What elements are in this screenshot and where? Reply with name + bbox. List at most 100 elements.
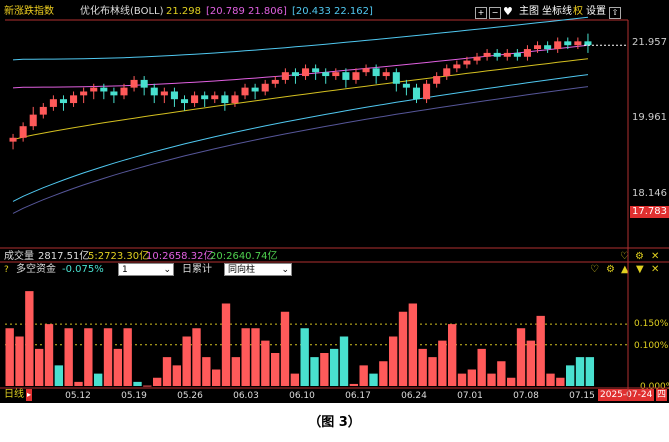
fund-bar bbox=[448, 324, 457, 386]
fund-up-icon[interactable]: ▲ bbox=[621, 264, 629, 275]
fund-bar bbox=[54, 365, 64, 386]
candle-body bbox=[110, 91, 118, 96]
period-daily-tab[interactable]: 日线 bbox=[4, 389, 24, 400]
indicator-lower-b: 22.162] bbox=[334, 6, 373, 17]
figure-caption: （图 3） bbox=[308, 415, 361, 430]
boll-lower-line bbox=[12, 74, 589, 202]
fund-bar bbox=[487, 373, 496, 386]
candle-body bbox=[231, 95, 239, 104]
candle-body bbox=[80, 91, 88, 96]
fund-bar bbox=[349, 383, 359, 386]
candle-body bbox=[372, 68, 380, 77]
x-tick-label: 06.10 bbox=[289, 391, 315, 401]
weekday-label: 四 bbox=[656, 389, 668, 401]
price-tick-mid: 19.961 bbox=[632, 112, 667, 123]
main-chart-button[interactable]: 主图 bbox=[519, 6, 539, 17]
candle-body bbox=[302, 68, 310, 77]
volume-ma5: 5:2723.30亿 bbox=[88, 251, 150, 262]
candle-body bbox=[221, 95, 229, 104]
fund-bar bbox=[202, 357, 211, 386]
rights-button[interactable]: 权 bbox=[573, 6, 583, 17]
x-tick-label: 06.03 bbox=[233, 391, 259, 401]
fund-bar bbox=[556, 377, 565, 386]
fund-bar bbox=[359, 365, 368, 386]
fund-bar bbox=[457, 373, 467, 386]
fund-down-icon[interactable]: ▼ bbox=[636, 264, 644, 275]
x-tick-label: 07.08 bbox=[513, 391, 539, 401]
volume-close-icon[interactable]: ✕ bbox=[651, 251, 660, 262]
candle-body bbox=[352, 72, 360, 80]
coord-line-button[interactable]: 坐标线 bbox=[542, 6, 572, 17]
candle-body bbox=[443, 68, 451, 77]
volume-gear-icon[interactable]: ⚙ bbox=[635, 251, 644, 262]
candle-body bbox=[150, 87, 158, 96]
fund-bar bbox=[507, 377, 516, 386]
candle-body bbox=[332, 72, 340, 77]
fund-bar bbox=[398, 311, 408, 386]
candle-body bbox=[201, 95, 209, 100]
fund-bar bbox=[15, 336, 24, 386]
candle-body bbox=[342, 72, 350, 80]
fund-heart-icon[interactable]: ♡ bbox=[590, 264, 599, 275]
heart-icon[interactable]: ♥ bbox=[503, 5, 513, 18]
x-tick-label: 06.24 bbox=[401, 391, 427, 401]
minus-icon[interactable]: − bbox=[489, 7, 501, 19]
candle-body bbox=[211, 95, 219, 100]
fund-bar bbox=[310, 357, 319, 386]
bar-mode-select[interactable]: 同向柱 ⌄ bbox=[224, 263, 292, 276]
fund-bar bbox=[330, 348, 339, 386]
fund-bar bbox=[5, 328, 14, 386]
fund-bar bbox=[84, 328, 93, 386]
fund-bar bbox=[339, 336, 349, 386]
fund-bar bbox=[35, 348, 44, 386]
candle-body bbox=[483, 52, 491, 57]
settings-button[interactable]: 设置 bbox=[586, 6, 606, 17]
candle-body bbox=[382, 72, 390, 77]
fund-tick-150: 0.150% bbox=[634, 319, 669, 329]
fund-bar bbox=[113, 348, 123, 386]
fund-bar bbox=[261, 340, 270, 386]
candle-body bbox=[402, 83, 410, 88]
indicator-lower-a: [20.433 bbox=[292, 6, 331, 17]
fund-bar bbox=[516, 328, 526, 386]
volume-heart-icon[interactable]: ♡ bbox=[620, 251, 629, 262]
candle-body bbox=[412, 87, 421, 100]
x-tick-label: 06.17 bbox=[345, 391, 371, 401]
indicator-name[interactable]: 优化布林线(BOLL) bbox=[80, 6, 164, 17]
indicator-mid: 21.298 bbox=[166, 6, 201, 17]
fund-bar bbox=[566, 365, 575, 386]
period-arrow-icon[interactable]: ▸ bbox=[26, 389, 33, 401]
fund-close-icon[interactable]: ✕ bbox=[651, 264, 660, 275]
x-tick-label: 07.01 bbox=[457, 391, 483, 401]
fund-bar bbox=[526, 340, 536, 386]
chevron-down-icon: ⌄ bbox=[163, 265, 171, 275]
fund-bar bbox=[408, 303, 418, 386]
candle-body bbox=[392, 72, 400, 84]
candle-body bbox=[322, 72, 330, 77]
candle-body bbox=[49, 99, 57, 107]
fund-bar bbox=[123, 328, 132, 386]
fund-bar bbox=[369, 373, 378, 386]
period-select-value: 1 bbox=[122, 265, 128, 275]
chart-terminal: 新涨跌指数 优化布林线(BOLL) 21.298 [20.789 21.806]… bbox=[0, 0, 669, 403]
fund-bar bbox=[271, 353, 280, 386]
help-icon[interactable]: ? bbox=[4, 265, 9, 275]
candle-body bbox=[170, 91, 178, 100]
indicator-upper-a: [20.789 bbox=[206, 6, 245, 17]
candle-body bbox=[433, 76, 441, 84]
plus-icon[interactable]: + bbox=[475, 7, 487, 19]
indicator-upper-b: 21.806] bbox=[248, 6, 287, 17]
x-tick-label: 05.12 bbox=[65, 391, 91, 401]
fund-bar bbox=[241, 328, 250, 386]
boll-upper-line bbox=[12, 44, 589, 89]
volume-ma20: 20:2640.74亿 bbox=[210, 251, 278, 262]
collapse-icon[interactable]: ⇧ bbox=[609, 7, 621, 19]
fund-bar bbox=[418, 348, 427, 386]
candle-body bbox=[291, 72, 299, 77]
candle-body bbox=[100, 87, 108, 92]
period-select[interactable]: 1 ⌄ bbox=[118, 263, 174, 276]
fund-bar bbox=[280, 311, 290, 386]
fund-bar bbox=[133, 381, 142, 386]
fund-gear-icon[interactable]: ⚙ bbox=[606, 264, 615, 275]
candle-body bbox=[554, 41, 562, 50]
